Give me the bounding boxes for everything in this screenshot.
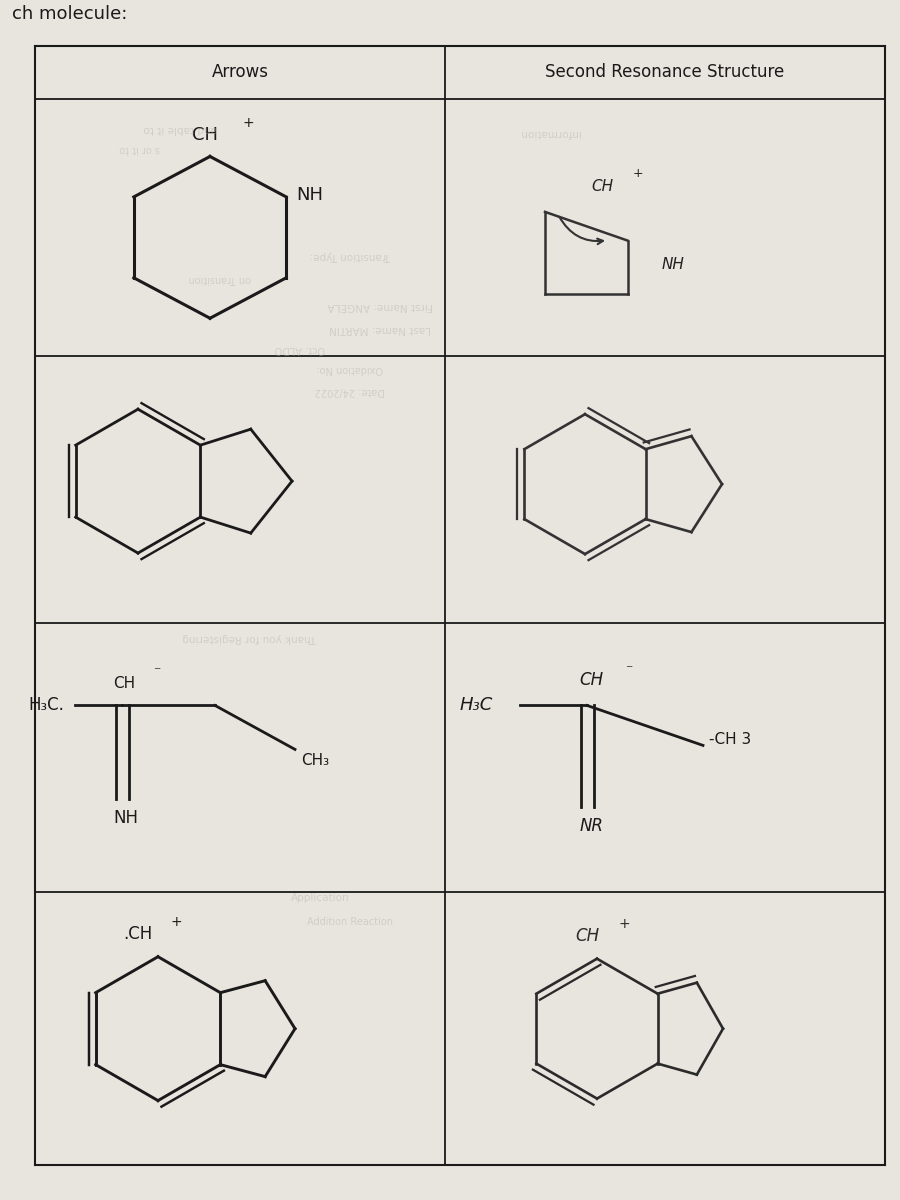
Text: Arrows: Arrows: [212, 64, 268, 82]
Text: and table it to: and table it to: [143, 124, 217, 134]
Text: Transition Type:: Transition Type:: [310, 251, 391, 260]
Text: H₃C: H₃C: [460, 696, 493, 714]
Text: Thank you for Registering: Thank you for Registering: [183, 634, 318, 643]
Text: +: +: [633, 168, 643, 180]
Text: NH: NH: [662, 257, 685, 272]
Text: ⁻: ⁻: [153, 666, 161, 679]
Text: Last Name: MARTIN: Last Name: MARTIN: [329, 324, 431, 334]
Text: Addition Reaction: Addition Reaction: [307, 917, 393, 928]
Text: +: +: [170, 914, 182, 929]
Text: +: +: [619, 917, 631, 931]
Text: Application: Application: [291, 893, 349, 904]
Text: Date: 24/2022: Date: 24/2022: [315, 385, 385, 396]
Text: information: information: [519, 128, 580, 138]
Text: .CH: .CH: [123, 925, 152, 943]
Text: ch molecule:: ch molecule:: [12, 5, 128, 23]
Text: CH: CH: [192, 126, 218, 144]
Text: NH: NH: [296, 186, 323, 204]
Text: CH₃: CH₃: [301, 754, 329, 768]
Text: on Transition: on Transition: [189, 274, 251, 284]
Text: Second Resonance Structure: Second Resonance Structure: [545, 64, 785, 82]
Text: H₃C.: H₃C.: [28, 696, 64, 714]
Text: s or it to: s or it to: [120, 144, 160, 154]
Text: +: +: [242, 116, 254, 131]
Text: Oct. ALDO: Oct. ALDO: [274, 343, 325, 354]
Text: NH: NH: [113, 809, 139, 827]
Text: NR: NR: [579, 817, 603, 835]
Text: -CH 3: -CH 3: [709, 732, 752, 746]
Text: CH: CH: [112, 677, 135, 691]
Text: CH: CH: [579, 672, 603, 690]
Text: First Name: ANGELA: First Name: ANGELA: [328, 301, 433, 311]
Text: CH: CH: [591, 179, 613, 194]
Text: Oxidation No:: Oxidation No:: [317, 364, 383, 373]
Text: ⁻: ⁻: [626, 664, 633, 678]
Text: CH: CH: [575, 926, 599, 944]
